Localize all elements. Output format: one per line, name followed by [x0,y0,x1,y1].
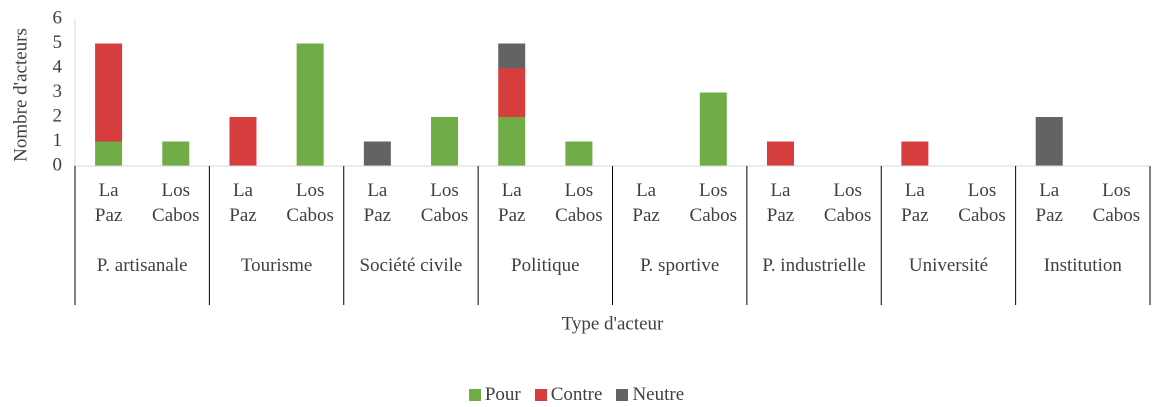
legend-label: Pour [484,384,521,405]
legend-item: Pour [468,384,521,406]
y-tick-label: 3 [53,81,63,102]
legend-label: Contre [550,384,603,405]
legend-swatch [468,389,481,401]
bar-segment [901,141,929,166]
x-tick-label: Los Cabos [152,180,200,226]
bar-segment [229,117,257,166]
bar-segment [766,141,794,166]
x-tick-label: La Paz [363,180,392,226]
bar-segment [1035,117,1063,166]
bar-segment [363,141,391,166]
y-tick-label: 5 [53,32,63,53]
group-label: P. sportive [640,255,720,276]
x-tick-label: La Paz [229,180,257,226]
x-axis-title: Type d'acteur [562,313,664,334]
bar-segment [95,141,123,166]
x-tick-label: Los Cabos [555,180,603,226]
bar-segment [699,92,727,166]
bar-segment [498,43,526,68]
y-tick-label: 4 [53,56,63,77]
bar-segment [162,141,190,166]
legend: Pour Contre Neutre [0,384,1153,406]
legend-item: Contre [534,384,603,406]
y-tick-label: 6 [53,7,63,28]
x-tick-label: Los Cabos [823,180,872,226]
y-tick-label: 1 [53,130,63,151]
y-axis-title: Nombre d'acteurs [10,28,31,162]
x-tick-label: Los Cabos [420,180,469,226]
bar-segment [498,68,526,117]
legend-swatch [616,389,629,401]
x-tick-label: Los Cabos [286,180,334,226]
group-label: Politique [511,255,580,276]
bar-segment [296,43,324,166]
x-tick-label: La Paz [94,180,123,226]
x-tick-label: La Paz [901,180,929,226]
group-label: P. artisanale [96,255,188,276]
bar-segment [498,117,526,166]
x-tick-label: Los Cabos [958,180,1006,226]
y-tick-label: 0 [53,154,63,175]
x-tick-label: La Paz [632,180,660,226]
group-label: Société civile [359,255,463,276]
group-label: Institution [1043,255,1122,276]
bar-segment [565,141,593,166]
legend-item: Neutre [616,384,684,406]
group-label: Tourisme [240,255,313,276]
x-tick-label: La Paz [766,180,795,226]
bar-segment [431,117,459,166]
x-tick-label: Los Cabos [1092,180,1141,226]
x-tick-label: La Paz [498,180,526,226]
x-tick-label: La Paz [1035,180,1063,226]
group-label: Université [908,255,989,276]
legend-swatch [534,389,547,401]
legend-label: Neutre [632,384,685,405]
x-tick-label: Los Cabos [689,180,738,226]
bar-segment [95,43,123,142]
y-tick-label: 2 [53,105,63,126]
group-label: P. industrielle [762,255,866,276]
